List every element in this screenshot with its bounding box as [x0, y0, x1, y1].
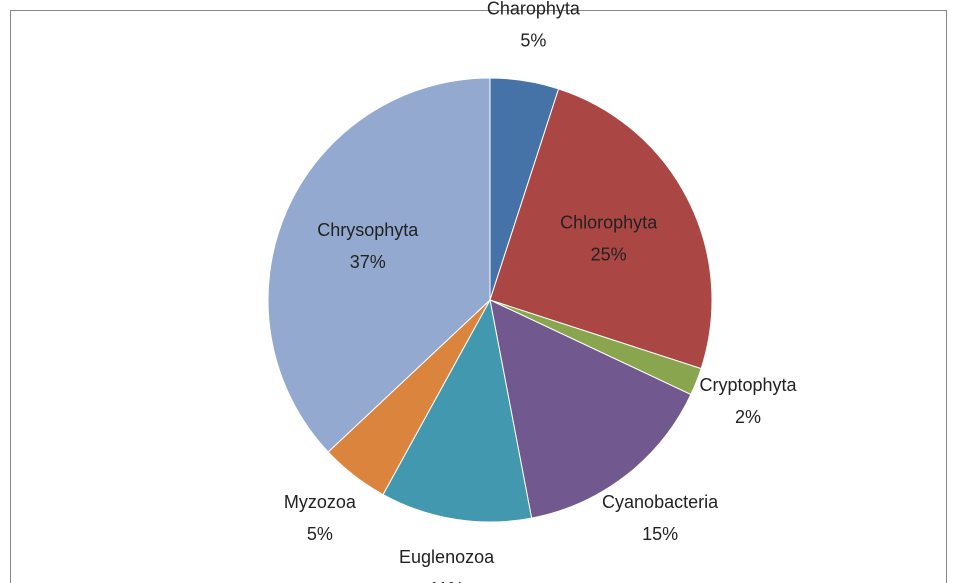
slice-label: Cryptophyta [699, 375, 797, 395]
pie-slice [382, 298, 533, 523]
slice-value-label: 5% [520, 31, 546, 51]
pie-slice [267, 77, 491, 453]
slice-value-label: 25% [591, 244, 627, 264]
slice-label: Myzozoa [284, 492, 357, 512]
pie-slice [489, 299, 692, 519]
slice-value-label: 2% [735, 407, 761, 427]
slice-label: Chrysophyta [317, 220, 419, 240]
slice-value-label: 15% [642, 524, 678, 544]
slice-value-label: 37% [350, 252, 386, 272]
slice-value-label: 5% [307, 524, 333, 544]
pie-slice [489, 88, 713, 370]
slice-value-label: 11% [429, 579, 464, 583]
slice-label: Charophyta [487, 0, 581, 19]
slice-label: Cyanobacteria [602, 492, 719, 512]
slice-label: Chlorophyta [560, 212, 658, 232]
slice-label: Euglenozoa [399, 547, 495, 567]
